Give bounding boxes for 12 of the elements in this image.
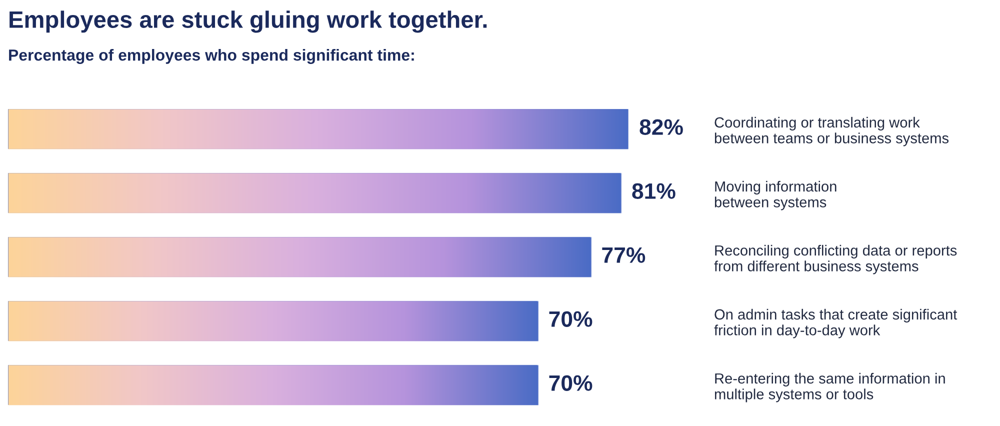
y-tick-label: Re-entering the same information in multiple systems or tools xyxy=(714,372,945,402)
data-label: 70% xyxy=(549,375,592,391)
chart-subtitle: Percentage of employees who spend significant time: xyxy=(9,48,414,64)
y-tick-label: Reconciling conflicting data or reports from different business systems xyxy=(714,244,957,274)
data-label: 81% xyxy=(632,183,676,199)
chart-title: Employees are stuck gluing work together. xyxy=(10,10,487,33)
y-tick-label: Coordinating or translating work between teams or business systems xyxy=(714,116,949,146)
data-label: 70% xyxy=(549,311,592,327)
data-label: 82% xyxy=(640,119,683,135)
y-tick-label: Moving information between systems xyxy=(714,180,836,210)
y-tick-label: On admin tasks that create significant friction in day-to-day work xyxy=(714,308,958,338)
data-label: 77% xyxy=(602,247,646,263)
